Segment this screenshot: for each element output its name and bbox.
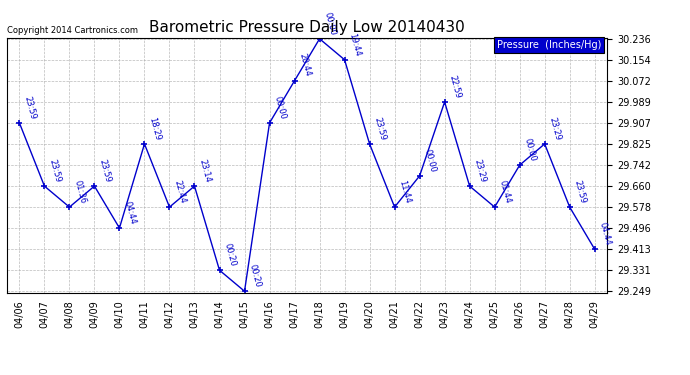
Text: 23:59: 23:59: [373, 116, 387, 141]
Text: 00:00: 00:00: [273, 95, 287, 120]
Text: 04:44: 04:44: [122, 200, 137, 225]
Text: 22:59: 22:59: [447, 74, 462, 99]
Text: 23:59: 23:59: [573, 179, 587, 204]
Title: Barometric Pressure Daily Low 20140430: Barometric Pressure Daily Low 20140430: [149, 20, 465, 35]
Text: 23:59: 23:59: [97, 158, 112, 183]
Text: 22:44: 22:44: [172, 179, 187, 204]
Text: 23:59: 23:59: [47, 158, 62, 183]
Text: 00:00: 00:00: [422, 148, 437, 173]
Text: 23:29: 23:29: [547, 116, 562, 141]
Text: 01:36: 01:36: [72, 179, 87, 204]
Text: 19:44: 19:44: [347, 32, 362, 57]
Text: Copyright 2014 Cartronics.com: Copyright 2014 Cartronics.com: [7, 26, 138, 35]
Text: 23:29: 23:29: [473, 158, 487, 183]
Text: 23:14: 23:14: [197, 158, 212, 183]
Text: 04:44: 04:44: [598, 221, 612, 246]
Text: 00:00: 00:00: [322, 11, 337, 36]
Text: 11:44: 11:44: [397, 179, 412, 204]
Text: 00:20: 00:20: [222, 242, 237, 267]
Text: 23:59: 23:59: [22, 95, 37, 120]
Text: 01:44: 01:44: [497, 179, 512, 204]
Text: 00:00: 00:00: [522, 137, 538, 162]
Text: 18:29: 18:29: [147, 116, 162, 141]
Text: 20:44: 20:44: [297, 53, 312, 78]
Text: Pressure  (Inches/Hg): Pressure (Inches/Hg): [497, 40, 601, 50]
Text: 00:20: 00:20: [247, 263, 262, 288]
